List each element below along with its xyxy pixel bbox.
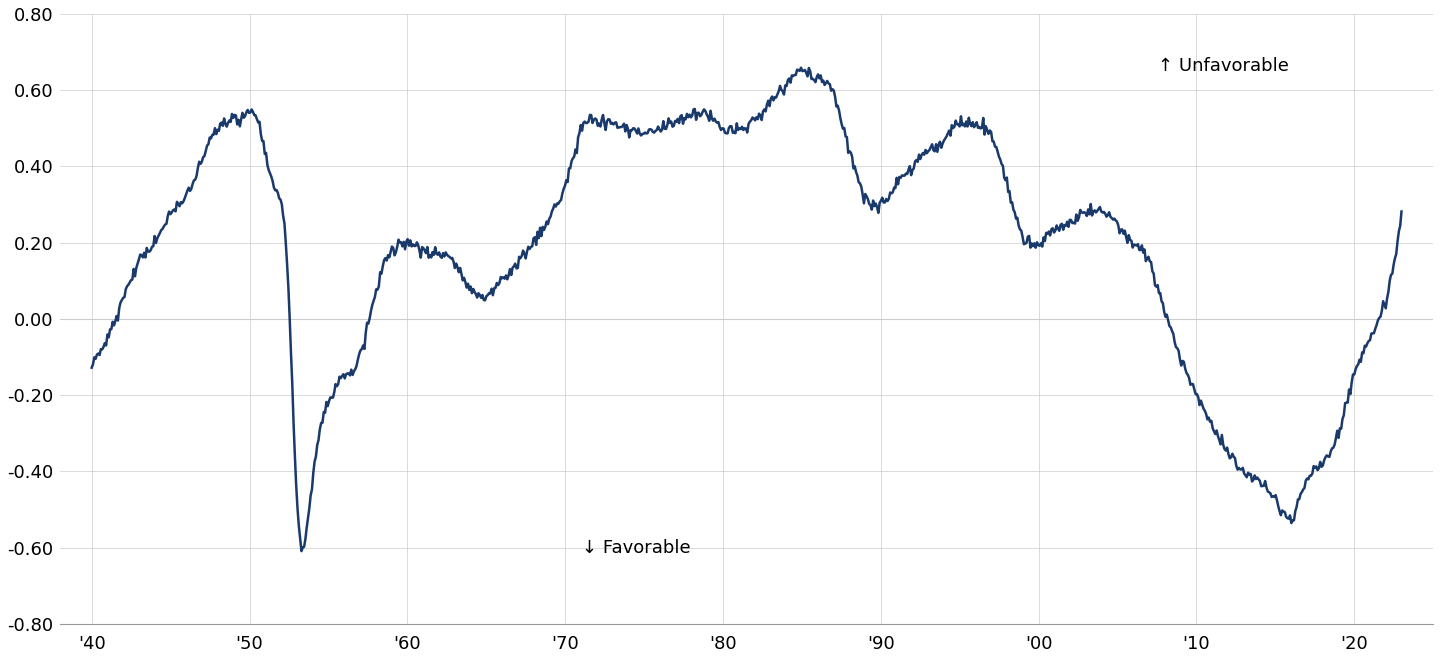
Text: ↑ Unfavorable: ↑ Unfavorable xyxy=(1158,57,1289,75)
Text: ↓ Favorable: ↓ Favorable xyxy=(582,539,690,556)
